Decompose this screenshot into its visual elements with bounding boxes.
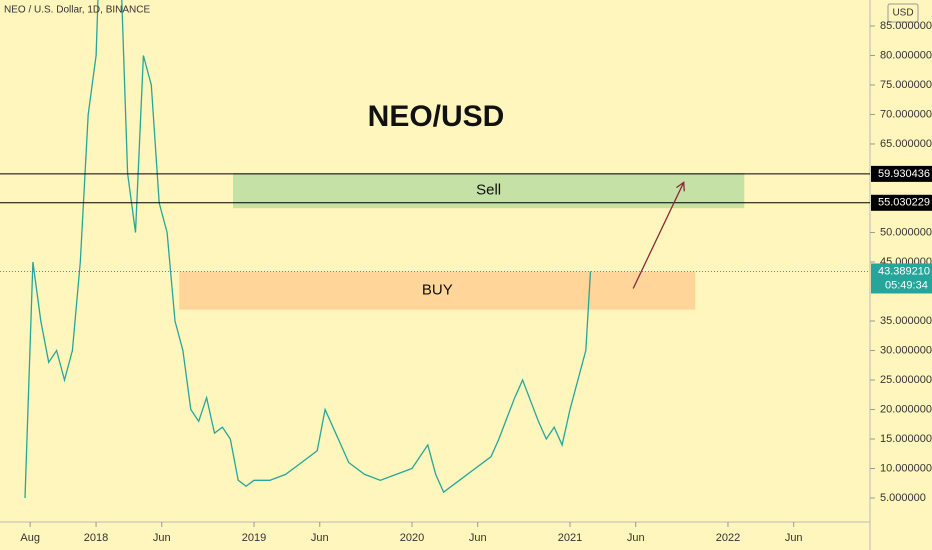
y-tick-label: 30.000000: [880, 344, 932, 356]
zone-label: BUY: [422, 282, 453, 299]
x-tick-label: Aug: [20, 532, 40, 544]
level-tag: [871, 194, 932, 211]
zone-label: Sell: [476, 182, 501, 199]
chart-title: NEO/USD: [368, 100, 505, 133]
price-line: [24, 0, 592, 499]
y-tick-label: 25.000000: [880, 374, 932, 386]
y-tick-label: 65.000000: [880, 138, 932, 150]
arrow-head: [676, 181, 685, 192]
y-tick-label: 10.000000: [880, 462, 932, 474]
y-tick-label: 35.000000: [880, 315, 932, 327]
level-label: 55.030229: [878, 197, 930, 209]
y-tick-label: 80.000000: [880, 49, 932, 61]
y-tick-label: 50.000000: [880, 226, 932, 238]
x-tick-label: Jun: [311, 532, 329, 544]
currency: USD: [892, 8, 913, 19]
y-tick-label: 20.000000: [880, 403, 932, 415]
x-tick-label: 2018: [84, 532, 108, 544]
header: NEO / U.S. Dollar, 1D, BINANCE: [4, 5, 150, 16]
x-tick-label: Jun: [785, 532, 803, 544]
x-tick-label: Jun: [469, 532, 487, 544]
x-tick-label: 2021: [558, 532, 582, 544]
x-tick-label: 2022: [716, 532, 740, 544]
currency-box: [887, 3, 919, 23]
arrow: [632, 182, 685, 289]
x-tick-label: 2020: [400, 532, 424, 544]
level-label: 59.930436: [878, 168, 930, 180]
last-price-tag: [871, 263, 932, 294]
plot-area: [24, 0, 745, 499]
zone: [232, 172, 745, 209]
countdown: 05:49:34: [885, 279, 928, 291]
y-tick-label: 85.000000: [880, 20, 932, 32]
zone: [179, 271, 696, 310]
y-tick-label: 5.000000: [880, 492, 926, 504]
y-tick-label: 70.000000: [880, 108, 932, 120]
y-tick-label: 15.000000: [880, 433, 932, 445]
x-tick-label: 2019: [242, 532, 266, 544]
y-tick-label: 75.000000: [880, 79, 932, 91]
x-tick-label: Jun: [627, 532, 645, 544]
level-tag: [871, 165, 932, 182]
last-price-label: 43.389210: [878, 265, 930, 277]
x-tick-label: Jun: [153, 532, 171, 544]
